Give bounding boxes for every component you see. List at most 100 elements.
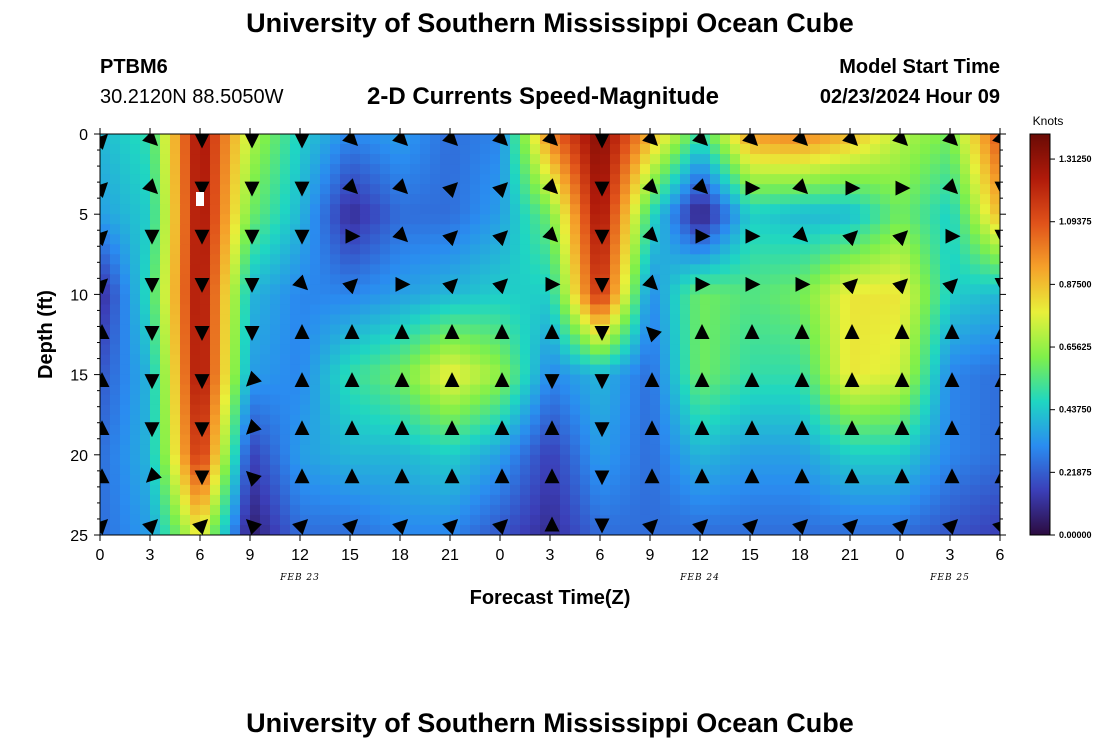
heatmap-cell bbox=[330, 464, 341, 476]
heatmap-cell bbox=[910, 414, 921, 426]
heatmap-cell bbox=[850, 194, 861, 205]
heatmap-cell bbox=[810, 274, 821, 285]
heatmap-cell bbox=[230, 404, 241, 416]
heatmap-cell bbox=[760, 194, 771, 205]
heatmap-cell bbox=[810, 154, 821, 165]
heatmap-cell bbox=[520, 154, 531, 165]
heatmap-cell bbox=[910, 244, 921, 255]
heatmap-cell bbox=[820, 174, 831, 185]
heatmap-cell bbox=[360, 524, 371, 535]
heatmap-cell bbox=[730, 234, 741, 245]
heatmap-cell bbox=[100, 354, 111, 366]
heatmap-cell bbox=[190, 434, 201, 446]
heatmap-cell bbox=[180, 134, 191, 145]
heatmap-cell bbox=[570, 414, 581, 426]
heatmap-cell bbox=[660, 334, 671, 346]
heatmap-cell bbox=[790, 164, 801, 175]
heatmap-cell bbox=[590, 514, 601, 526]
heatmap-cell bbox=[180, 284, 191, 296]
heatmap-cell bbox=[140, 184, 151, 195]
heatmap-cell bbox=[630, 314, 641, 326]
heatmap-cell bbox=[860, 474, 871, 486]
heatmap-cell bbox=[110, 414, 121, 426]
heatmap-cell bbox=[700, 384, 711, 396]
heatmap-cell bbox=[180, 294, 191, 306]
heatmap-cell bbox=[440, 254, 451, 265]
heatmap-cell bbox=[200, 344, 211, 356]
heatmap-cell bbox=[550, 494, 561, 506]
heatmap-cell bbox=[420, 254, 431, 265]
heatmap-cell bbox=[890, 354, 901, 366]
heatmap-cell bbox=[840, 464, 851, 476]
heatmap-cell bbox=[330, 294, 341, 306]
heatmap-cell bbox=[130, 324, 141, 336]
heatmap-cell bbox=[530, 134, 541, 145]
heatmap-cell bbox=[260, 434, 271, 446]
heatmap-cell bbox=[690, 364, 701, 376]
heatmap-cell bbox=[240, 274, 251, 285]
heatmap-cell bbox=[390, 234, 401, 245]
heatmap-cell bbox=[350, 384, 361, 396]
heatmap-cell bbox=[540, 474, 551, 486]
heatmap-cell bbox=[490, 364, 501, 376]
heatmap-cell bbox=[690, 154, 701, 165]
colorbar-tick-label: 1.09375 bbox=[1059, 217, 1092, 227]
heatmap-cell bbox=[240, 434, 251, 446]
heatmap-cell bbox=[180, 154, 191, 165]
heatmap-cell bbox=[900, 484, 911, 496]
heatmap-cell bbox=[690, 454, 701, 466]
heatmap-cell bbox=[980, 394, 991, 406]
heatmap-cell bbox=[670, 234, 681, 245]
heatmap-cell bbox=[180, 184, 191, 195]
heatmap-cell bbox=[570, 164, 581, 175]
heatmap-cell bbox=[770, 264, 781, 275]
heatmap-cell bbox=[160, 464, 171, 476]
heatmap-cell bbox=[180, 224, 191, 235]
heatmap-cell bbox=[980, 414, 991, 426]
heatmap-cell bbox=[460, 444, 471, 456]
heatmap-cell bbox=[660, 264, 671, 275]
heatmap-cell bbox=[230, 444, 241, 456]
heatmap-cell bbox=[820, 494, 831, 506]
heatmap-cell bbox=[520, 434, 531, 446]
heatmap-cell bbox=[340, 434, 351, 446]
heatmap-cell bbox=[110, 384, 121, 396]
heatmap-cell bbox=[290, 444, 301, 456]
heatmap-cell bbox=[740, 254, 751, 265]
heatmap-cell bbox=[860, 204, 871, 215]
heatmap-cell bbox=[890, 444, 901, 456]
heatmap-cell bbox=[810, 294, 821, 306]
heatmap-cell bbox=[890, 514, 901, 526]
heatmap-cell bbox=[490, 404, 501, 416]
heatmap-cell bbox=[160, 274, 171, 285]
heatmap-cell bbox=[150, 504, 161, 516]
heatmap-cell bbox=[470, 504, 481, 516]
heatmap-cell bbox=[730, 364, 741, 376]
heatmap-cell bbox=[140, 414, 151, 426]
heatmap-cell bbox=[410, 504, 421, 516]
heatmap-cell bbox=[670, 144, 681, 155]
heatmap-cell bbox=[930, 454, 941, 466]
heatmap-cell bbox=[860, 494, 871, 506]
heatmap-cell bbox=[300, 244, 311, 255]
heatmap-cell bbox=[230, 324, 241, 336]
heatmap-cell bbox=[260, 464, 271, 476]
heatmap-cell bbox=[900, 144, 911, 155]
heatmap-cell bbox=[340, 254, 351, 265]
heatmap-cell bbox=[260, 354, 271, 366]
heatmap-cell bbox=[550, 444, 561, 456]
heatmap-cell bbox=[870, 284, 881, 296]
heatmap-cell bbox=[520, 314, 531, 326]
heatmap-cell bbox=[280, 154, 291, 165]
heatmap-cell bbox=[840, 314, 851, 326]
heatmap-cell bbox=[390, 364, 401, 376]
heatmap-cell bbox=[880, 444, 891, 456]
heatmap-cell bbox=[180, 484, 191, 496]
heatmap-cell bbox=[130, 514, 141, 526]
heatmap-cell bbox=[410, 484, 421, 496]
heatmap-cell bbox=[440, 294, 451, 306]
heatmap-cell bbox=[830, 164, 841, 175]
heatmap-cell bbox=[840, 504, 851, 516]
heatmap-cell bbox=[170, 414, 181, 426]
x-tick-label: 0 bbox=[96, 547, 105, 564]
